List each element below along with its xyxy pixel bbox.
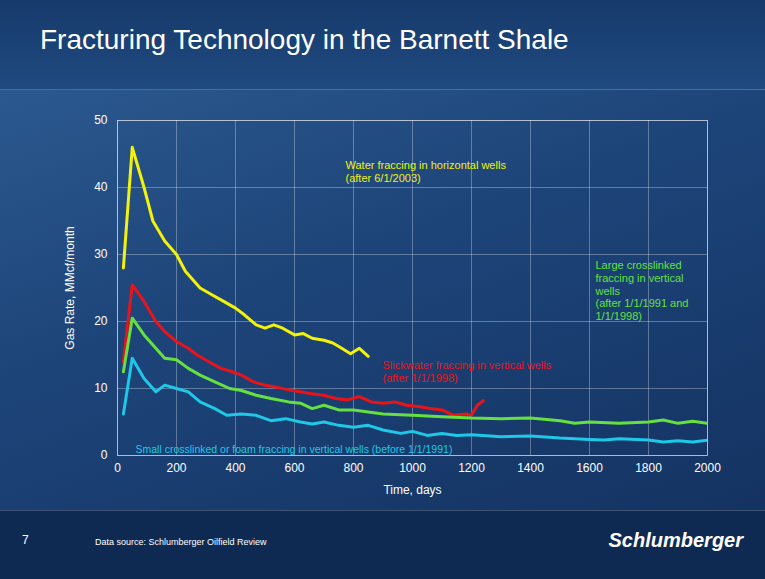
svg-text:Gas Rate, MMcf/month: Gas Rate, MMcf/month — [63, 226, 77, 349]
svg-text:1000: 1000 — [399, 461, 426, 475]
svg-text:1200: 1200 — [458, 461, 485, 475]
svg-text:800: 800 — [343, 461, 363, 475]
svg-text:200: 200 — [166, 461, 186, 475]
svg-text:Slickwater fraccing in vertica: Slickwater fraccing in vertical wells(af… — [383, 359, 552, 384]
svg-text:30: 30 — [94, 247, 108, 261]
svg-text:20: 20 — [94, 314, 108, 328]
svg-text:600: 600 — [284, 461, 304, 475]
svg-text:10: 10 — [94, 381, 108, 395]
html-text:Schlumberger: Schlumberger — [608, 529, 743, 551]
svg-text:1600: 1600 — [576, 461, 603, 475]
svg-text:1800: 1800 — [635, 461, 662, 475]
svg-text:40: 40 — [94, 180, 108, 194]
svg-text:50: 50 — [94, 113, 108, 127]
svg-text:0: 0 — [101, 448, 108, 462]
html-text:7: 7 — [22, 533, 29, 547]
svg-text:2000: 2000 — [694, 461, 721, 475]
svg-text:1400: 1400 — [517, 461, 544, 475]
html-text:Data source: Schlumberger Oilf: Data source: Schlumberger Oilfield Revie… — [95, 537, 267, 547]
svg-text:Water fraccing in horizontal w: Water fraccing in horizontal wells(after… — [346, 159, 507, 184]
svg-text:0: 0 — [114, 461, 121, 475]
html-text:Fracturing Technology in the B: Fracturing Technology in the Barnett Sha… — [40, 24, 569, 55]
svg-text:Time, days: Time, days — [383, 483, 441, 497]
svg-text:400: 400 — [225, 461, 245, 475]
svg-text:Large crosslinkedfraccing in v: Large crosslinkedfraccing in verticalwel… — [595, 259, 689, 322]
svg-text:Small crosslinked or foam frac: Small crosslinked or foam fraccing in ve… — [136, 443, 453, 455]
